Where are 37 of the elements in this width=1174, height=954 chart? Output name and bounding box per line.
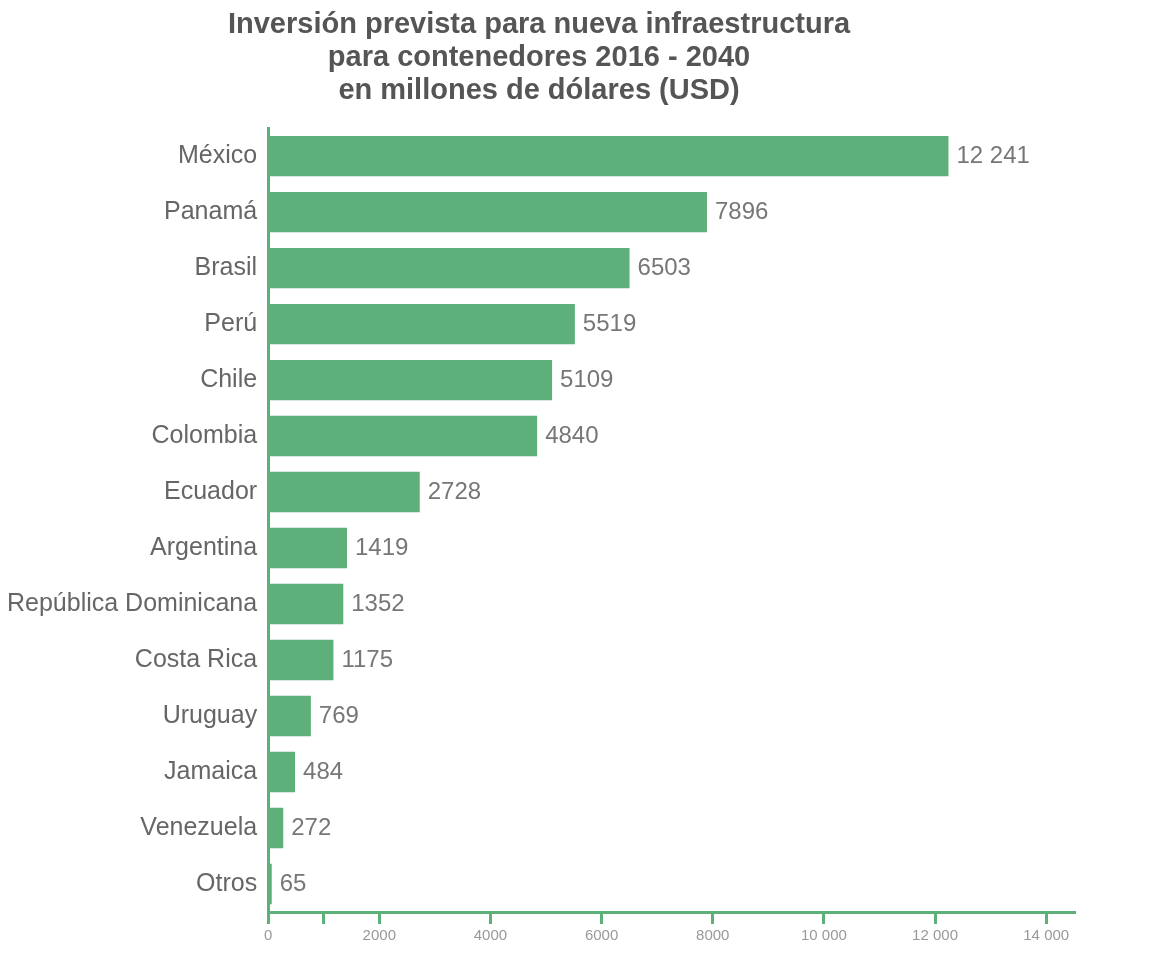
y-tick-label: Chile — [200, 363, 258, 392]
data-label: 272 — [291, 812, 332, 840]
x-tick-label: 6000 — [584, 926, 619, 944]
x-tick-label: 4000 — [473, 926, 508, 944]
x-tick-label: 8000 — [696, 926, 730, 944]
y-tick-label: Panamá — [164, 195, 258, 224]
data-label: 6503 — [637, 252, 691, 280]
x-tick-label: 12 000 — [912, 926, 958, 944]
y-tick-label: Perú — [204, 307, 258, 336]
data-label: 12 241 — [956, 140, 1030, 168]
data-label: 4840 — [545, 420, 599, 448]
x-tick-label: 10 000 — [800, 926, 847, 944]
y-tick-label: México — [177, 139, 258, 168]
x-tick-label: 14 000 — [1023, 926, 1070, 944]
y-tick-label: Brasil — [194, 251, 258, 280]
y-tick-label: Otros — [196, 867, 258, 896]
y-tick-label: Colombia — [151, 419, 258, 448]
data-label: 7896 — [714, 196, 769, 224]
data-label: 769 — [318, 700, 359, 728]
y-tick-label: Costa Rica — [134, 643, 258, 672]
y-tick-label: Jamaica — [164, 755, 258, 784]
data-label: 1352 — [351, 588, 405, 616]
data-label: 5519 — [582, 308, 637, 336]
data-label: 2728 — [427, 476, 482, 504]
y-tick-label: República Dominicana — [6, 587, 258, 616]
data-label: 484 — [303, 756, 344, 784]
y-tick-label: Argentina — [150, 531, 258, 560]
x-tick-label: 0 — [263, 926, 273, 944]
data-label: 1419 — [355, 532, 409, 560]
data-label: 5109 — [560, 364, 614, 392]
data-label: 1175 — [341, 644, 394, 672]
y-tick-label: Ecuador — [164, 475, 258, 504]
y-tick-label: Uruguay — [162, 699, 258, 728]
x-tick-label: 2000 — [362, 926, 396, 944]
data-label: 65 — [279, 868, 307, 896]
chart-title: Inversión prevista para nueva infraestructura para contenedores 2016 - 2040 en millones de dólares (USD) — [227, 6, 851, 106]
y-tick-label: Venezuela — [140, 811, 258, 840]
